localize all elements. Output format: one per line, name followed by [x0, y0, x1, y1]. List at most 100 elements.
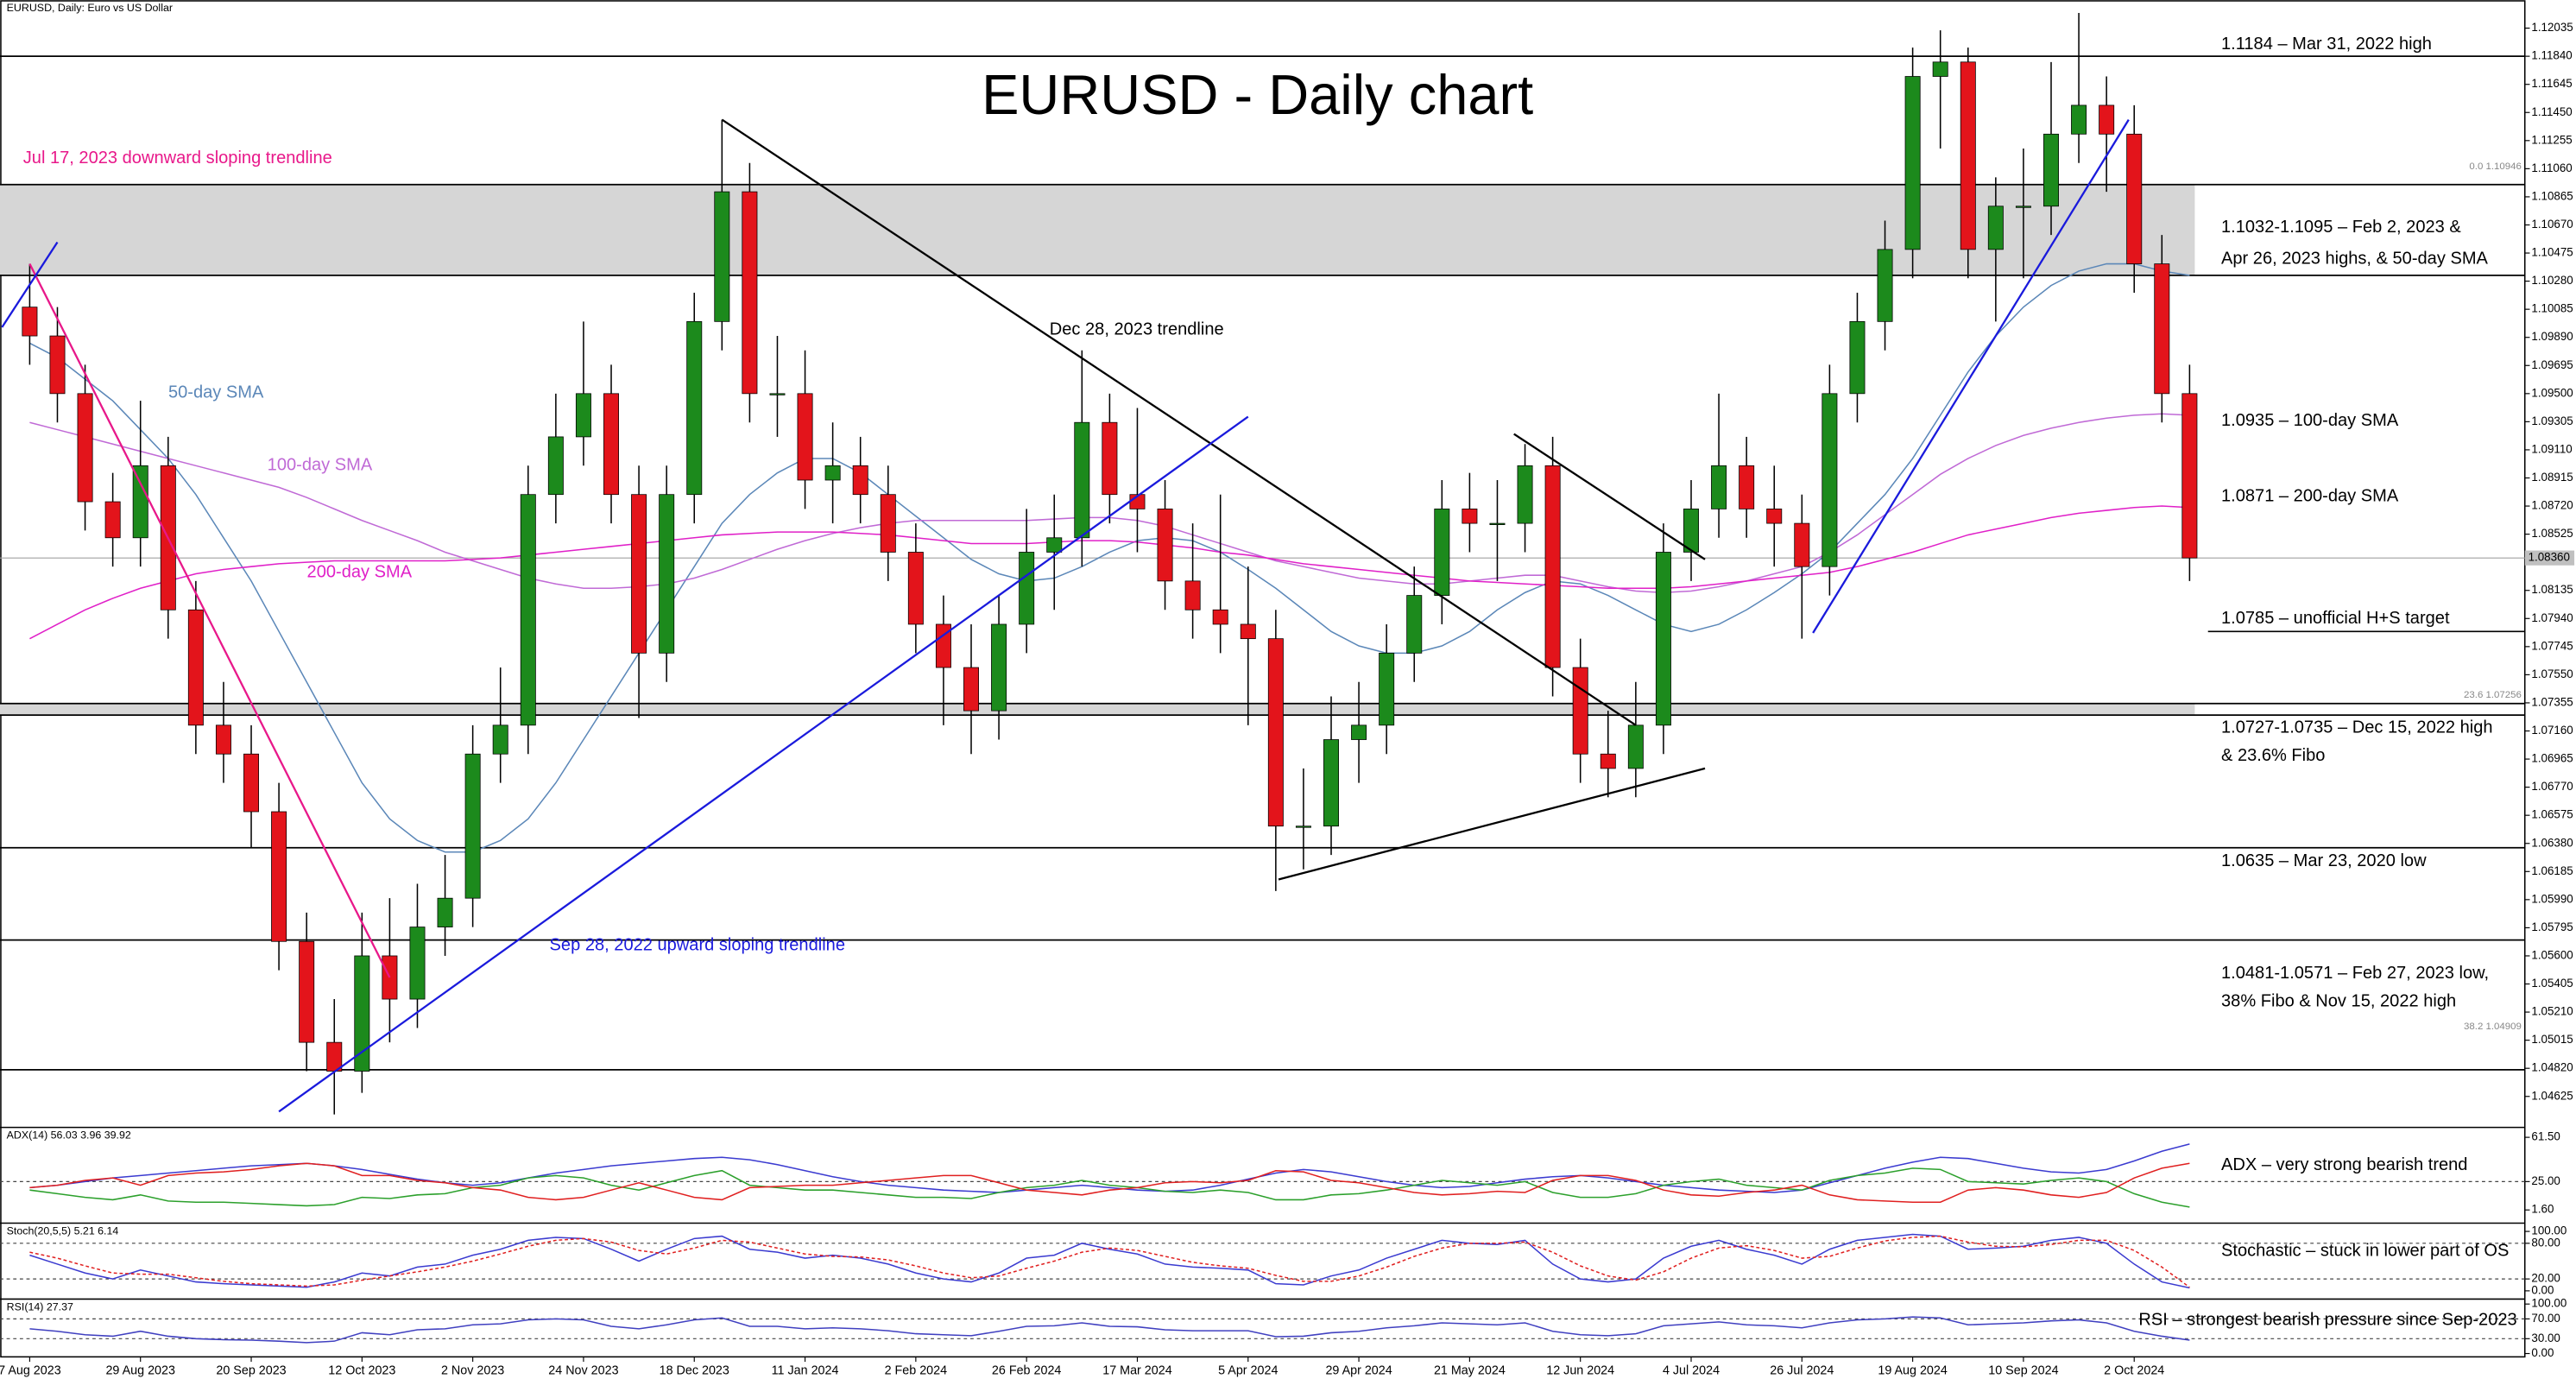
y-tick-label: 1.05990 [2531, 892, 2573, 905]
candle-body [1987, 206, 2004, 250]
y-tick-label: 1.12035 [2531, 21, 2573, 34]
candle-body [49, 335, 66, 395]
trendline-label: Dec 28, 2023 trendline [1050, 320, 1224, 339]
indicator-line [29, 1316, 2190, 1344]
candle-body [1351, 724, 1367, 740]
x-tick-label: 20 Sep 2023 [216, 1363, 286, 1377]
candle-body [1489, 522, 1506, 525]
level-annotation: 1.1032-1.1095 – Feb 2, 2023 & [2221, 218, 2461, 237]
candle-body [2043, 133, 2059, 207]
chart-title: EURUSD - Daily chart [982, 63, 1533, 126]
y-tick-label: 1.10475 [2531, 246, 2573, 259]
candle-body [1046, 537, 1063, 553]
level-annotation: Apr 26, 2023 highs, & 50-day SMA [2221, 249, 2489, 268]
y-tick-label: 1.08720 [2531, 499, 2573, 512]
candle-body [437, 897, 453, 927]
x-tick-label: 2 Feb 2024 [885, 1363, 948, 1377]
candle-body [1766, 509, 1783, 524]
fibo-label: 0.0 1.10946 [2469, 161, 2522, 172]
y-tick-label: 80.00 [2531, 1236, 2560, 1249]
candle-body [1739, 465, 1755, 509]
y-tick-label: 0.00 [2531, 1346, 2554, 1359]
candle-body [132, 465, 148, 539]
candle-body [1849, 320, 1866, 395]
candle-body [243, 753, 260, 813]
y-tick-label: 1.06380 [2531, 836, 2573, 849]
candle-body [1240, 623, 1256, 640]
candle-body [1794, 522, 1810, 567]
last-price-label: 1.08360 [2529, 551, 2570, 564]
candle-body [1904, 76, 1921, 250]
y-tick-label: 100.00 [2531, 1224, 2567, 1237]
x-tick-label: 29 Aug 2023 [105, 1363, 175, 1377]
y-tick-label: 1.09890 [2531, 330, 2573, 343]
candle-body [104, 501, 121, 539]
candle-body [1074, 421, 1090, 539]
y-tick-label: 1.08135 [2531, 583, 2573, 596]
y-tick-label: 1.06575 [2531, 808, 2573, 821]
y-tick-label: 1.07550 [2531, 667, 2573, 680]
y-tick-label: 20.00 [2531, 1272, 2560, 1285]
x-tick-label: 2 Oct 2024 [2104, 1363, 2164, 1377]
y-tick-label: 30.00 [2531, 1332, 2560, 1344]
trendline-label: Sep 28, 2022 upward sloping trendline [550, 936, 845, 955]
candle-body [575, 393, 591, 438]
candle-body [824, 465, 841, 481]
frame [0, 0, 2526, 1358]
y-tick-label: 1.60 [2531, 1203, 2554, 1216]
y-tick-label: 61.50 [2531, 1130, 2560, 1143]
y-tick-label: 1.10670 [2531, 218, 2573, 231]
level-annotation: 1.0727-1.0735 – Dec 15, 2022 high [2221, 718, 2493, 737]
candle-body [1960, 61, 1976, 250]
x-tick-label: 2 Nov 2023 [441, 1363, 504, 1377]
candle-body [769, 393, 786, 395]
y-tick-label: 1.11645 [2531, 77, 2572, 90]
indicator-line [29, 1162, 2190, 1204]
indicator-title: ADX(14) 56.03 3.96 39.92 [7, 1129, 131, 1141]
level-annotation: 1.0935 – 100-day SMA [2221, 411, 2399, 430]
candle-body [1655, 552, 1671, 726]
candle-body [1379, 652, 1395, 726]
y-tick-label: 1.07160 [2531, 724, 2573, 737]
x-tick-label: 29 Apr 2024 [1325, 1363, 1392, 1377]
candle-body [2015, 206, 2031, 208]
level-annotation: 1.1184 – Mar 31, 2022 high [2221, 35, 2432, 54]
candle-body [1157, 509, 1173, 582]
candle-body [187, 609, 204, 726]
y-tick-label: 1.05405 [2531, 977, 2573, 990]
candle-body [1683, 509, 1699, 553]
candle-body [1877, 249, 1893, 322]
candle-body [271, 811, 287, 942]
level-annotation: & 23.6% Fibo [2221, 746, 2325, 765]
candle-body [742, 191, 758, 395]
zone [0, 703, 2195, 716]
y-tick-label: 1.05210 [2531, 1005, 2573, 1018]
candle-body [1019, 552, 1035, 625]
candle-body [2099, 104, 2115, 135]
trendline [1812, 119, 2130, 634]
candle-body [1462, 509, 1478, 524]
candle-body [2071, 104, 2087, 135]
x-tick-label: 12 Oct 2023 [328, 1363, 395, 1377]
x-tick-label: 26 Jul 2024 [1770, 1363, 1834, 1377]
y-tick-label: 1.10085 [2531, 302, 2573, 315]
candle-body [852, 465, 868, 496]
y-tick-label: 1.11450 [2531, 105, 2572, 118]
candle-body [2181, 393, 2198, 559]
level-annotation: 1.0481-1.0571 – Feb 27, 2023 low, [2221, 964, 2489, 983]
candle-body [22, 307, 38, 337]
indicator-line [29, 1143, 2190, 1193]
candle-body [1572, 667, 1588, 755]
y-tick-label: 1.07745 [2531, 639, 2573, 652]
candle-body [991, 623, 1007, 712]
indicator-annotation: Stochastic – stuck in lower part of OS [2221, 1241, 2509, 1260]
y-tick-label: 1.05795 [2531, 920, 2573, 933]
candle-body [963, 667, 979, 712]
candle-body [77, 393, 93, 503]
x-tick-label: 10 Sep 2024 [1988, 1363, 2058, 1377]
candle-body [1184, 580, 1201, 610]
candle-body [354, 955, 370, 1072]
indicator-annotation: RSI – strongest bearish pressure since S… [2138, 1311, 2516, 1330]
